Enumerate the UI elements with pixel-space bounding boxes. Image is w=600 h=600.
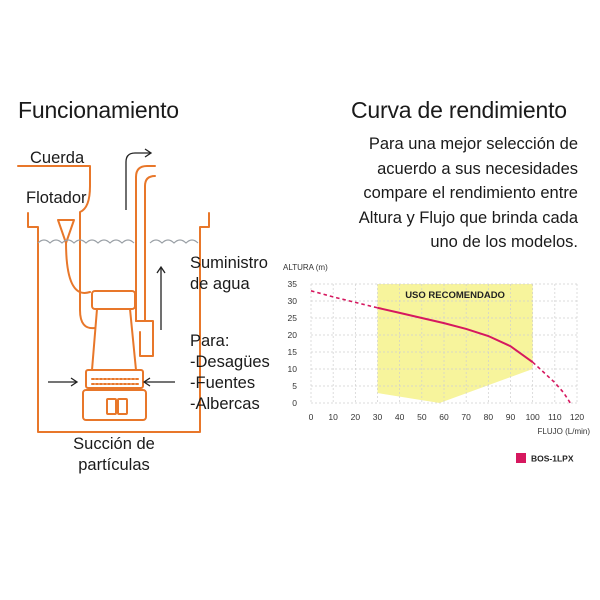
float <box>57 219 75 244</box>
recommended-zone <box>377 284 533 403</box>
y-tick-label: 35 <box>288 279 298 289</box>
x-tick-label: 10 <box>328 412 338 422</box>
water-surface <box>37 239 199 244</box>
x-tick-label: 100 <box>526 412 540 422</box>
x-tick-label: 50 <box>417 412 427 422</box>
float-cord <box>65 241 91 294</box>
series-curve-solid <box>377 306 534 364</box>
pump-intake <box>85 369 144 389</box>
series-curve-dashed-start <box>310 290 378 309</box>
cord-line <box>17 165 96 330</box>
pump-diagram <box>17 148 210 433</box>
legend-label: BOS-1LPX <box>531 454 574 464</box>
x-tick-label: 40 <box>395 412 405 422</box>
pump-base <box>82 389 147 421</box>
pump-body <box>91 308 137 371</box>
series-curve-dashed-end <box>532 361 571 404</box>
label-flotador: Flotador <box>26 189 87 207</box>
x-tick-label: 120 <box>570 412 584 422</box>
y-tick-label: 15 <box>288 347 298 357</box>
label-suministro: Suministro de agua <box>190 254 268 293</box>
y-axis-label: ALTURA (m) <box>283 263 328 272</box>
pump-motor <box>91 290 136 310</box>
well-outline <box>27 212 210 433</box>
x-tick-label: 80 <box>484 412 494 422</box>
y-tick-label: 25 <box>288 313 298 323</box>
y-tick-label: 30 <box>288 296 298 306</box>
curve-description: Para una mejor selección de acuerdo a su… <box>358 135 578 251</box>
y-tick-label: 5 <box>292 381 297 391</box>
x-axis-label: FLUJO (L/min) <box>538 427 591 436</box>
x-tick-label: 0 <box>309 412 314 422</box>
y-tick-label: 0 <box>292 398 297 408</box>
label-cuerda: Cuerda <box>30 149 85 167</box>
x-tick-label: 60 <box>439 412 449 422</box>
label-succion: Succión de partículas <box>73 435 155 474</box>
x-tick-label: 70 <box>461 412 471 422</box>
discharge-pipe <box>135 165 156 322</box>
curve-title: Curva de rendimiento <box>351 97 567 123</box>
x-tick-label: 30 <box>373 412 383 422</box>
legend-swatch <box>516 453 526 463</box>
performance-chart: 0 10 20 30 40 50 60 70 80 90 100 110 120 0 5 10 15 20 25 30… <box>283 263 591 464</box>
zone-label: USO RECOMENDADO <box>405 290 505 301</box>
y-tick-label: 10 <box>288 364 298 374</box>
label-para: Para: -Desagües -Fuentes -Albercas <box>190 332 270 413</box>
y-tick-label: 20 <box>288 330 298 340</box>
x-tick-label: 90 <box>506 412 516 422</box>
diagram-title: Funcionamiento <box>18 97 179 123</box>
outflow-arrow-icon <box>125 152 150 210</box>
x-tick-label: 20 <box>351 412 361 422</box>
x-tick-label: 110 <box>548 412 562 422</box>
